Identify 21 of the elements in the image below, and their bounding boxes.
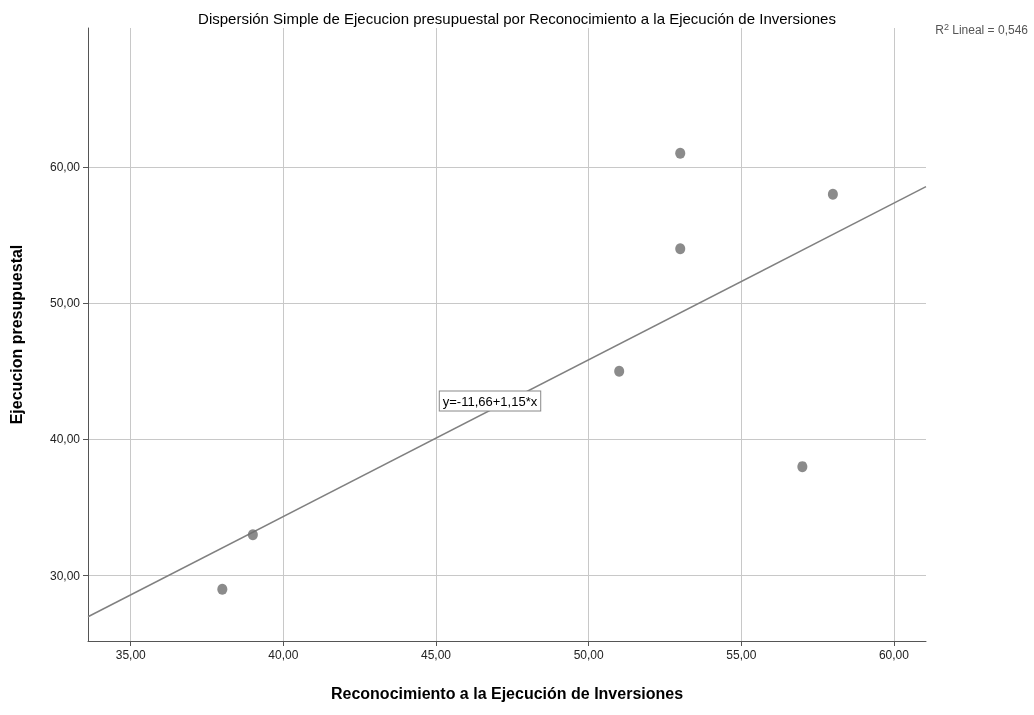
y-tick-label: 60,00 <box>49 159 81 174</box>
x-tick-label: 35,00 <box>115 648 147 662</box>
x-tick-label: 40,00 <box>268 648 299 662</box>
x-axis-title: Reconocimiento a la Ejecución de Inversiones <box>330 684 684 702</box>
point <box>614 365 625 377</box>
y-tick-label: 30,00 <box>49 568 81 583</box>
x-tick-label: 60,00 <box>878 648 910 662</box>
point <box>247 529 258 541</box>
point <box>675 243 686 255</box>
y-tick-label: 40,00 <box>49 432 81 447</box>
point <box>827 188 838 200</box>
chart-title: Dispersión Simple de Ejecucion presupuestal por Reconocimiento a la Ejecución de Inversiones <box>198 10 836 27</box>
annotation: y=-11,66+1,15*x <box>442 393 538 409</box>
x-tick-label: 50,00 <box>573 648 604 662</box>
point <box>675 147 686 159</box>
point <box>217 583 228 595</box>
x-tick-label: 45,00 <box>421 648 452 662</box>
y-tick-label: 50,00 <box>49 296 81 311</box>
point <box>797 461 808 473</box>
y-axis-title: Ejecucion presupuestal <box>7 244 25 425</box>
x-tick-label: 55,00 <box>726 648 757 662</box>
